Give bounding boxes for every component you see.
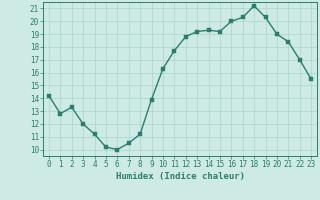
X-axis label: Humidex (Indice chaleur): Humidex (Indice chaleur) <box>116 172 244 181</box>
